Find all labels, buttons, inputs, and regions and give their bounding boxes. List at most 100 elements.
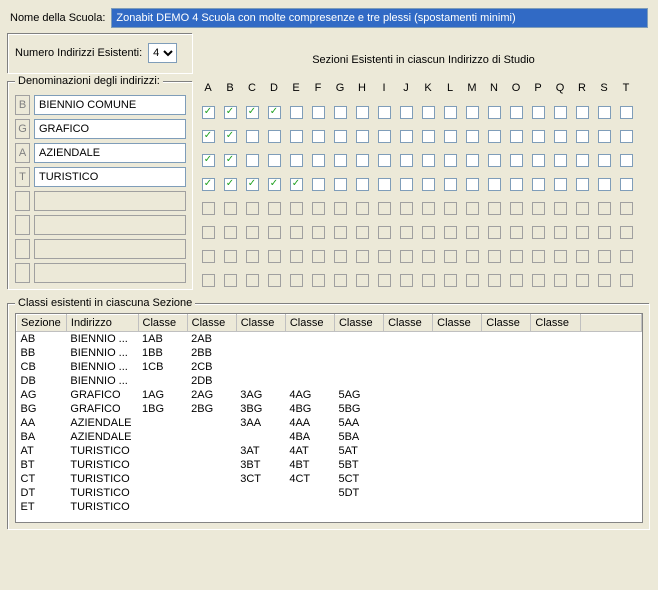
section-checkbox[interactable]: ✓: [290, 178, 303, 191]
section-checkbox[interactable]: [378, 178, 391, 191]
section-checkbox[interactable]: [444, 178, 457, 191]
section-checkbox[interactable]: [356, 154, 369, 167]
section-checkbox[interactable]: [510, 178, 523, 191]
section-checkbox[interactable]: [532, 106, 545, 119]
section-checkbox[interactable]: [510, 154, 523, 167]
section-checkbox[interactable]: [356, 130, 369, 143]
section-checkbox[interactable]: [466, 154, 479, 167]
section-checkbox[interactable]: [400, 178, 413, 191]
table-header[interactable]: Classe: [236, 315, 285, 332]
denom-input[interactable]: [34, 143, 186, 163]
section-checkbox[interactable]: [598, 106, 611, 119]
table-row[interactable]: BTTURISTICO3BT4BT5BT: [17, 458, 642, 472]
section-checkbox[interactable]: [488, 106, 501, 119]
table-header[interactable]: Classe: [531, 315, 580, 332]
table-header[interactable]: Classe: [433, 315, 482, 332]
section-checkbox[interactable]: [246, 130, 259, 143]
denom-input[interactable]: [34, 167, 186, 187]
section-checkbox[interactable]: [334, 130, 347, 143]
section-checkbox[interactable]: [554, 106, 567, 119]
table-row[interactable]: ETTURISTICO: [17, 500, 642, 514]
section-checkbox[interactable]: [400, 154, 413, 167]
section-checkbox[interactable]: [620, 130, 633, 143]
section-checkbox[interactable]: [400, 130, 413, 143]
section-checkbox[interactable]: ✓: [224, 106, 237, 119]
table-header[interactable]: Classe: [334, 315, 383, 332]
section-checkbox[interactable]: [554, 130, 567, 143]
table-header[interactable]: Classe: [138, 315, 187, 332]
table-row[interactable]: DBBIENNIO ...2DB: [17, 374, 642, 388]
table-row[interactable]: BBBIENNIO ...1BB2BB: [17, 346, 642, 360]
section-checkbox[interactable]: [334, 106, 347, 119]
section-checkbox[interactable]: [268, 154, 281, 167]
table-header[interactable]: Indirizzo: [66, 315, 138, 332]
table-header[interactable]: Classe: [187, 315, 236, 332]
section-checkbox[interactable]: [598, 178, 611, 191]
table-header[interactable]: Classe: [482, 315, 531, 332]
section-checkbox[interactable]: [400, 106, 413, 119]
section-checkbox[interactable]: [532, 130, 545, 143]
section-checkbox[interactable]: ✓: [224, 154, 237, 167]
section-checkbox[interactable]: [598, 130, 611, 143]
section-checkbox[interactable]: [466, 106, 479, 119]
section-checkbox[interactable]: ✓: [268, 178, 281, 191]
section-checkbox[interactable]: [466, 178, 479, 191]
section-checkbox[interactable]: [312, 154, 325, 167]
table-row[interactable]: CBBIENNIO ...1CB2CB: [17, 360, 642, 374]
table-row[interactable]: BAAZIENDALE4BA5BA: [17, 430, 642, 444]
section-checkbox[interactable]: [444, 154, 457, 167]
section-checkbox[interactable]: [378, 130, 391, 143]
section-checkbox[interactable]: ✓: [202, 106, 215, 119]
section-checkbox[interactable]: [576, 154, 589, 167]
section-checkbox[interactable]: [620, 106, 633, 119]
table-row[interactable]: DTTURISTICO5DT: [17, 486, 642, 500]
section-checkbox[interactable]: ✓: [202, 154, 215, 167]
section-checkbox[interactable]: [334, 154, 347, 167]
section-checkbox[interactable]: [334, 178, 347, 191]
table-row[interactable]: BGGRAFICO1BG2BG3BG4BG5BG: [17, 402, 642, 416]
section-checkbox[interactable]: [554, 154, 567, 167]
section-checkbox[interactable]: [290, 106, 303, 119]
section-checkbox[interactable]: [444, 106, 457, 119]
denom-input[interactable]: [34, 95, 186, 115]
denom-input[interactable]: [34, 119, 186, 139]
section-checkbox[interactable]: [356, 178, 369, 191]
section-checkbox[interactable]: [576, 178, 589, 191]
section-checkbox[interactable]: [312, 130, 325, 143]
section-checkbox[interactable]: [466, 130, 479, 143]
table-row[interactable]: AAAZIENDALE3AA4AA5AA: [17, 416, 642, 430]
section-checkbox[interactable]: ✓: [202, 130, 215, 143]
section-checkbox[interactable]: [510, 130, 523, 143]
table-row[interactable]: CTTURISTICO3CT4CT5CT: [17, 472, 642, 486]
section-checkbox[interactable]: [576, 106, 589, 119]
section-checkbox[interactable]: [554, 178, 567, 191]
section-checkbox[interactable]: [378, 106, 391, 119]
section-checkbox[interactable]: [620, 154, 633, 167]
section-checkbox[interactable]: ✓: [202, 178, 215, 191]
section-checkbox[interactable]: [488, 178, 501, 191]
section-checkbox[interactable]: [290, 130, 303, 143]
table-row[interactable]: ATTURISTICO3AT4AT5AT: [17, 444, 642, 458]
section-checkbox[interactable]: [312, 178, 325, 191]
section-checkbox[interactable]: [422, 130, 435, 143]
section-checkbox[interactable]: [532, 154, 545, 167]
section-checkbox[interactable]: ✓: [246, 178, 259, 191]
school-name-input[interactable]: [111, 8, 648, 28]
section-checkbox[interactable]: [290, 154, 303, 167]
table-header[interactable]: Classe: [384, 315, 433, 332]
section-checkbox[interactable]: [532, 178, 545, 191]
table-header[interactable]: Classe: [285, 315, 334, 332]
section-checkbox[interactable]: [422, 106, 435, 119]
section-checkbox[interactable]: [312, 106, 325, 119]
table-header[interactable]: [580, 315, 642, 332]
table-row[interactable]: AGGRAFICO1AG2AG3AG4AG5AG: [17, 388, 642, 402]
section-checkbox[interactable]: [378, 154, 391, 167]
section-checkbox[interactable]: [422, 178, 435, 191]
section-checkbox[interactable]: [444, 130, 457, 143]
section-checkbox[interactable]: [488, 154, 501, 167]
section-checkbox[interactable]: [598, 154, 611, 167]
section-checkbox[interactable]: [510, 106, 523, 119]
section-checkbox[interactable]: ✓: [224, 130, 237, 143]
section-checkbox[interactable]: [488, 130, 501, 143]
section-checkbox[interactable]: [422, 154, 435, 167]
